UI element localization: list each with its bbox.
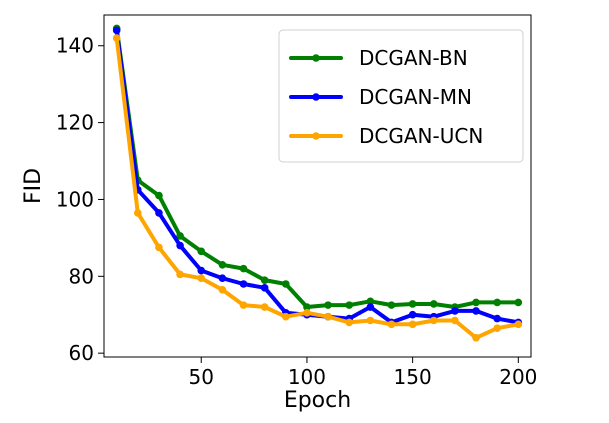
data-point-dcgan-mn-180 (472, 307, 480, 315)
data-point-dcgan-mn-130 (366, 303, 375, 311)
legend: DCGAN-BN DCGAN-MN DCGAN-UCN (278, 29, 524, 163)
y-axis-title: FID (21, 168, 46, 204)
data-point-dcgan-bn-50 (197, 247, 206, 256)
x-tick-label-150: 150 (394, 365, 432, 389)
x-tick-label-100: 100 (288, 365, 326, 389)
data-point-dcgan-ucn-160 (429, 316, 438, 325)
legend-label-dcgan-ucn: DCGAN-UCN (359, 124, 483, 148)
data-point-dcgan-bn-70 (239, 264, 248, 273)
data-point-dcgan-bn-200 (514, 298, 523, 307)
data-point-dcgan-ucn-120 (345, 318, 354, 327)
y-tick-label-100: 100 (56, 187, 94, 211)
data-point-dcgan-mn-60 (218, 274, 227, 283)
legend-box (278, 29, 524, 163)
data-point-dcgan-mn-170 (451, 307, 459, 315)
data-point-dcgan-ucn-90 (281, 312, 290, 321)
data-point-dcgan-ucn-140 (387, 320, 396, 329)
data-point-dcgan-mn-190 (493, 314, 501, 323)
data-point-dcgan-bn-140 (387, 301, 396, 309)
data-point-dcgan-bn-190 (493, 298, 501, 307)
y-tick-label-120: 120 (56, 111, 94, 135)
legend-marker-dcgan-mn (312, 93, 320, 101)
data-point-dcgan-ucn-60 (218, 285, 227, 294)
data-point-dcgan-ucn-180 (472, 333, 480, 342)
series-dcgan-ucn (112, 34, 523, 342)
data-point-dcgan-ucn-150 (408, 320, 417, 329)
data-point-dcgan-bn-110 (324, 301, 332, 309)
data-point-dcgan-bn-90 (281, 280, 290, 288)
data-point-dcgan-mn-40 (176, 241, 184, 250)
data-point-dcgan-mn-150 (408, 310, 417, 319)
legend-marker-dcgan-bn (312, 54, 320, 62)
legend-label-dcgan-bn: DCGAN-BN (359, 46, 468, 70)
data-point-dcgan-bn-150 (408, 300, 417, 308)
legend-label-dcgan-mn: DCGAN-MN (359, 85, 472, 109)
data-point-dcgan-ucn-70 (239, 301, 248, 309)
data-point-dcgan-mn-70 (239, 280, 248, 288)
data-point-dcgan-ucn-20 (134, 209, 142, 217)
axes-layer: 50 100 150 200 60 80 100 120 140 Epoch FID (21, 34, 537, 413)
data-point-dcgan-mn-30 (155, 209, 163, 217)
data-point-dcgan-ucn-100 (303, 309, 311, 317)
y-tick-label-80: 80 (69, 264, 94, 288)
x-tick-label-50: 50 (189, 365, 214, 389)
data-point-dcgan-bn-100 (303, 303, 311, 311)
y-tick-label-140: 140 (56, 34, 94, 58)
data-point-dcgan-ucn-10 (112, 34, 121, 42)
x-axis-title: Epoch (284, 388, 351, 413)
series-dcgan-bn (112, 24, 523, 311)
data-point-dcgan-bn-30 (155, 191, 163, 200)
data-point-dcgan-bn-120 (345, 301, 354, 309)
data-point-dcgan-ucn-80 (260, 303, 269, 311)
data-point-dcgan-mn-50 (197, 266, 206, 275)
data-point-dcgan-ucn-40 (176, 270, 184, 279)
data-point-dcgan-ucn-200 (514, 320, 523, 329)
x-tick-label-200: 200 (499, 365, 537, 389)
data-point-dcgan-bn-180 (472, 298, 480, 307)
data-point-dcgan-mn-80 (260, 284, 269, 292)
series-layer (112, 24, 523, 342)
data-point-dcgan-bn-160 (429, 300, 438, 308)
data-point-dcgan-ucn-50 (197, 274, 206, 283)
data-point-dcgan-bn-130 (366, 297, 375, 306)
data-point-dcgan-ucn-130 (366, 316, 375, 325)
data-point-dcgan-ucn-190 (493, 324, 501, 332)
y-tick-label-60: 60 (69, 341, 94, 365)
data-point-dcgan-ucn-110 (324, 312, 332, 321)
legend-marker-dcgan-ucn (312, 132, 320, 140)
data-point-dcgan-ucn-30 (155, 243, 163, 252)
data-point-dcgan-bn-80 (260, 276, 269, 284)
data-point-dcgan-bn-40 (176, 232, 184, 240)
data-point-dcgan-ucn-170 (451, 316, 459, 325)
data-point-dcgan-mn-10 (112, 26, 121, 35)
data-point-dcgan-bn-60 (218, 260, 227, 269)
